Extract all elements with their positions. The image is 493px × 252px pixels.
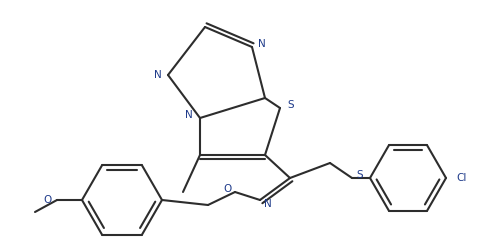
Text: O: O	[223, 184, 231, 194]
Text: S: S	[357, 170, 363, 180]
Text: N: N	[185, 110, 193, 120]
Text: O: O	[44, 195, 52, 205]
Text: N: N	[154, 70, 162, 80]
Text: N: N	[258, 39, 266, 49]
Text: S: S	[288, 100, 294, 110]
Text: Cl: Cl	[457, 173, 467, 183]
Text: N: N	[264, 199, 272, 209]
